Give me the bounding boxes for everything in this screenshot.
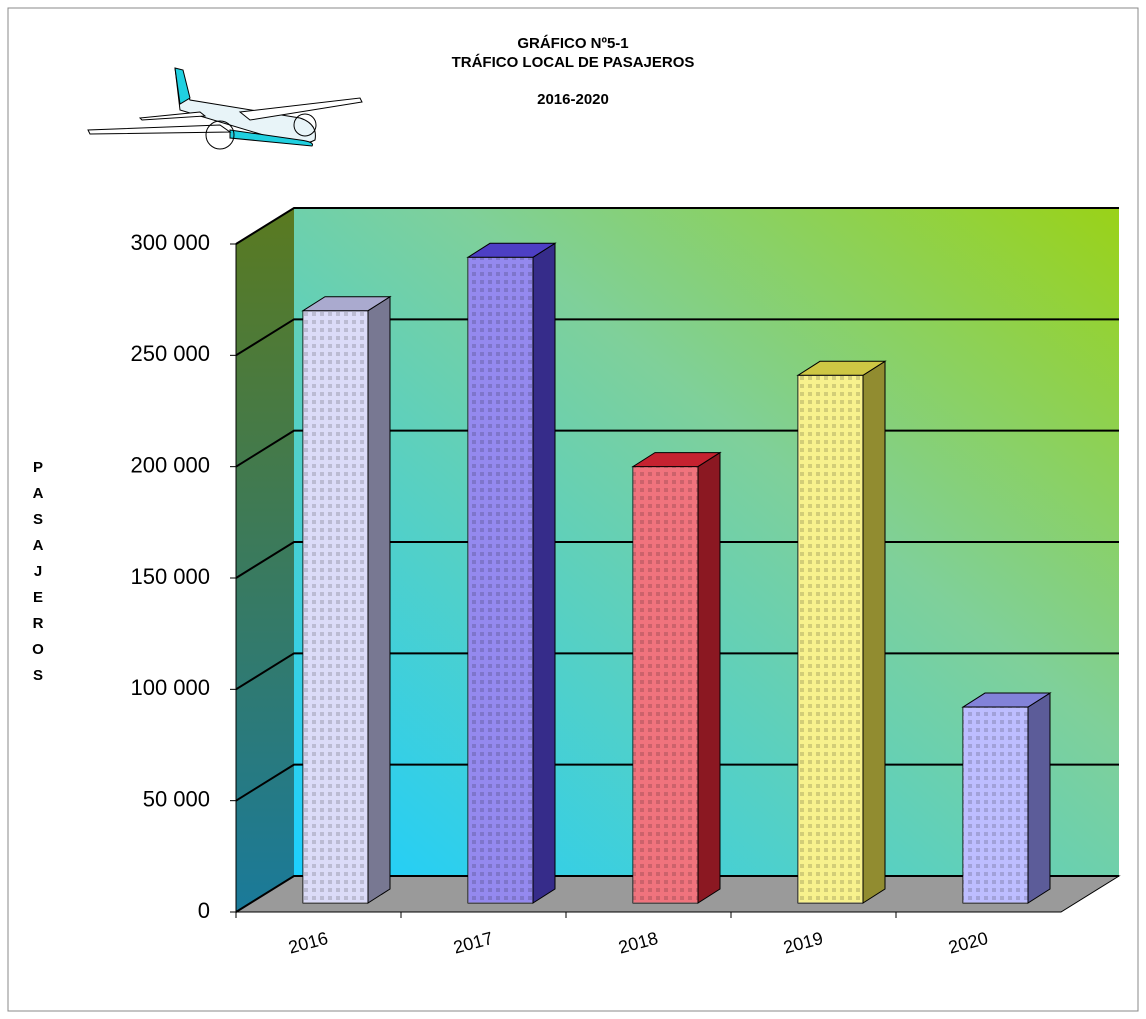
grid-line xyxy=(235,207,1119,245)
y-tick-label: 50 000 xyxy=(143,786,210,811)
y-axis-label: O xyxy=(32,641,44,658)
bar-side xyxy=(532,242,556,904)
y-axis-label: R xyxy=(33,615,44,632)
bar-texture xyxy=(963,707,1028,903)
bar-side xyxy=(367,295,391,904)
bar-top xyxy=(961,692,1052,708)
bar-side xyxy=(697,451,721,904)
y-tick-label: 150 000 xyxy=(130,564,210,589)
bar-side xyxy=(1027,692,1051,904)
y-axis-label: A xyxy=(33,537,44,554)
y-tick-label: 0 xyxy=(198,898,210,923)
y-tick-label: 100 000 xyxy=(130,675,210,700)
bar-texture xyxy=(303,310,368,903)
bar xyxy=(796,360,887,904)
y-tick-label: 300 000 xyxy=(130,230,210,255)
y-axis-label: S xyxy=(33,667,43,684)
plane-icon xyxy=(87,67,363,150)
bar-top xyxy=(466,242,557,258)
bar xyxy=(301,295,392,904)
chart-title: TRÁFICO LOCAL DE PASAJEROS xyxy=(452,54,695,71)
chart-title: GRÁFICO Nº5-1 xyxy=(517,35,628,52)
bar-side xyxy=(862,360,886,904)
bar-top xyxy=(796,360,887,376)
bar xyxy=(631,451,722,904)
bar xyxy=(961,692,1052,904)
bar-top xyxy=(631,452,722,468)
chart-title: 2016-2020 xyxy=(537,91,609,108)
y-axis-label: S xyxy=(33,511,43,528)
y-tick-label: 200 000 xyxy=(130,452,210,477)
bar-texture xyxy=(633,466,698,903)
y-axis-label: J xyxy=(34,563,42,580)
y-axis-label: P xyxy=(33,459,43,476)
bar-top xyxy=(301,296,392,312)
y-axis-label: E xyxy=(33,589,43,606)
bar-texture xyxy=(798,375,863,903)
grid-line xyxy=(235,318,1119,357)
y-axis-label: A xyxy=(33,485,44,502)
bar-texture xyxy=(468,257,533,903)
y-tick-label: 250 000 xyxy=(130,341,210,366)
bar xyxy=(466,242,557,904)
